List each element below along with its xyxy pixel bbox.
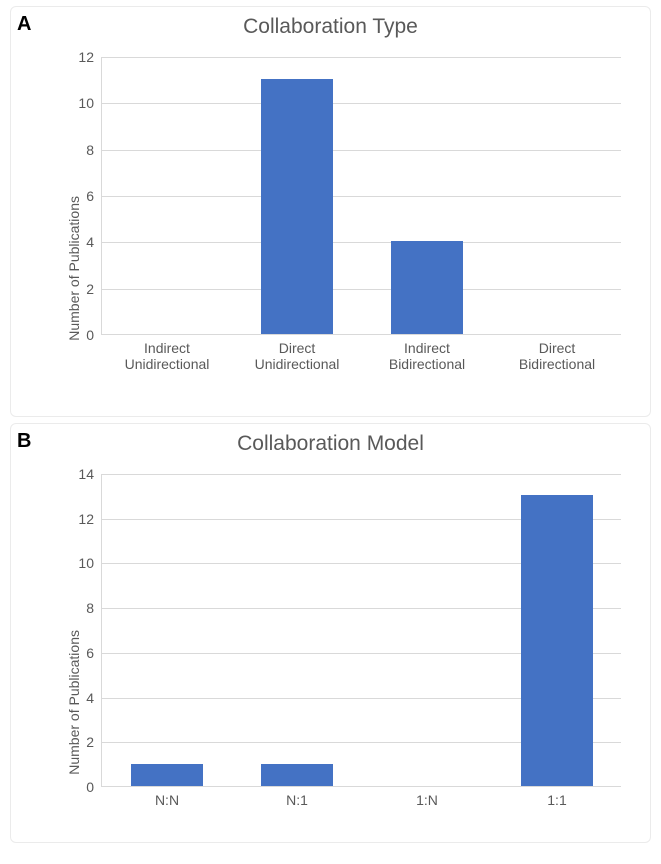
y-tick-label: 10	[78, 95, 102, 111]
chart-title: Collaboration Model	[11, 424, 650, 456]
panel-a: ACollaboration Type024681012Number of Pu…	[10, 6, 651, 417]
y-tick-label: 4	[86, 234, 102, 250]
bar	[521, 495, 593, 786]
x-tick-label: Direct Bidirectional	[492, 334, 622, 372]
y-axis-label: Number of Publications	[66, 630, 82, 775]
y-tick-label: 2	[86, 281, 102, 297]
y-tick-label: 6	[86, 188, 102, 204]
gridline	[102, 103, 621, 104]
x-tick-label: N:N	[102, 786, 232, 808]
panel-b: BCollaboration Model02468101214Number of…	[10, 423, 651, 843]
y-tick-label: 0	[86, 327, 102, 343]
bar	[391, 241, 463, 334]
gridline	[102, 150, 621, 151]
x-tick-label: Indirect Bidirectional	[362, 334, 492, 372]
y-tick-label: 6	[86, 645, 102, 661]
y-tick-label: 8	[86, 600, 102, 616]
y-tick-label: 12	[78, 49, 102, 65]
x-tick-label: Direct Unidirectional	[232, 334, 362, 372]
bar	[261, 764, 333, 786]
x-tick-label: N:1	[232, 786, 362, 808]
y-tick-label: 0	[86, 779, 102, 795]
x-tick-label: 1:N	[362, 786, 492, 808]
gridline	[102, 242, 621, 243]
y-axis-label: Number of Publications	[66, 196, 82, 341]
bar	[261, 79, 333, 334]
gridline	[102, 474, 621, 475]
y-tick-label: 2	[86, 734, 102, 750]
plot-area: 024681012Number of PublicationsIndirect …	[101, 57, 621, 335]
x-tick-label: 1:1	[492, 786, 622, 808]
chart-title: Collaboration Type	[11, 7, 650, 39]
y-tick-label: 14	[78, 466, 102, 482]
panel-label: B	[17, 430, 31, 453]
y-tick-label: 10	[78, 555, 102, 571]
plot-area: 02468101214Number of PublicationsN:NN:11…	[101, 474, 621, 787]
y-tick-label: 8	[86, 142, 102, 158]
gridline	[102, 289, 621, 290]
gridline	[102, 57, 621, 58]
bar	[131, 764, 203, 786]
y-tick-label: 4	[86, 690, 102, 706]
x-tick-label: Indirect Unidirectional	[102, 334, 232, 372]
gridline	[102, 196, 621, 197]
y-tick-label: 12	[78, 511, 102, 527]
panel-label: A	[17, 13, 31, 36]
